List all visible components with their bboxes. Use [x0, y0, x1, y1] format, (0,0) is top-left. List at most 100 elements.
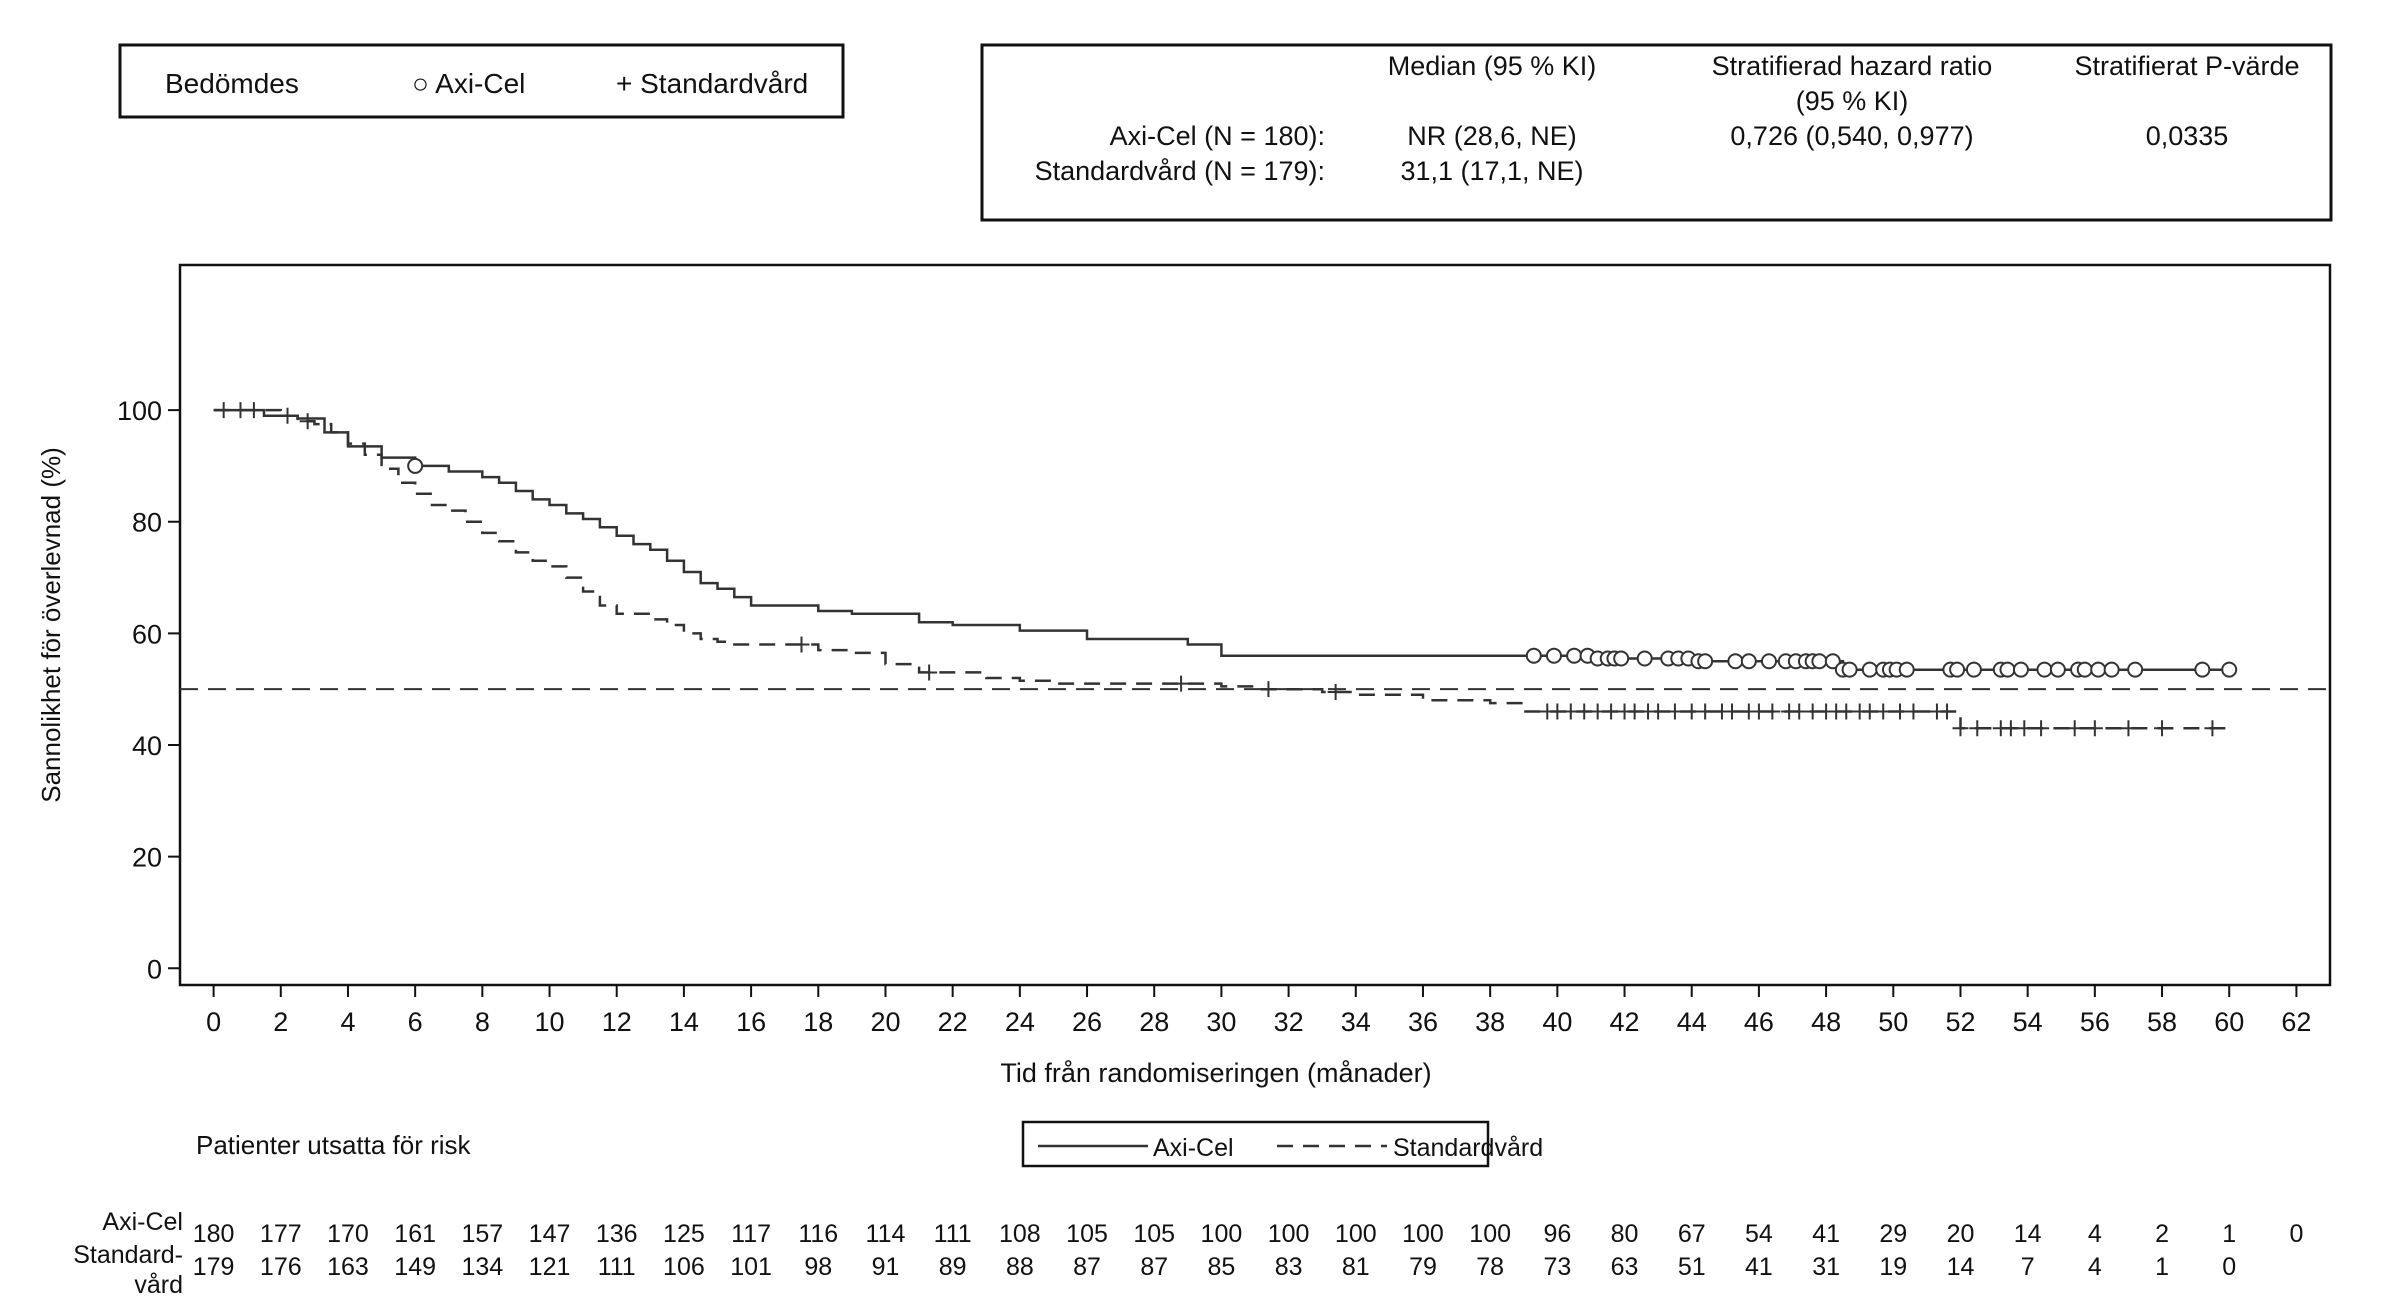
risk-value: 111 — [598, 1253, 636, 1281]
x-tick-label: 10 — [535, 1007, 565, 1037]
risk-value: 147 — [529, 1220, 571, 1248]
risk-value: 73 — [1543, 1253, 1571, 1281]
stats-row-standard-label: Standardvård (N = 179): — [1035, 156, 1325, 186]
risk-value: 98 — [804, 1253, 832, 1281]
x-tick-label: 32 — [1274, 1007, 1304, 1037]
standard-censor-mark — [2154, 720, 2171, 737]
standard-censor-mark — [1861, 703, 1878, 720]
risk-value: 101 — [730, 1253, 772, 1281]
axicel-censor-mark — [2127, 661, 2144, 678]
standard-censor-mark — [232, 402, 249, 419]
axicel-censor-mark — [1824, 653, 1841, 670]
standard-censor-mark — [1697, 703, 1714, 720]
stats-table-frame — [980, 43, 2333, 222]
standard-censor-mark — [1666, 703, 1683, 720]
risk-value: 51 — [1678, 1253, 1706, 1281]
x-tick-label: 22 — [938, 1007, 968, 1037]
x-tick-label: 34 — [1341, 1007, 1371, 1037]
risk-value: 136 — [596, 1220, 638, 1248]
x-tick-label: 30 — [1206, 1007, 1236, 1037]
axicel-censor-mark — [1811, 653, 1828, 670]
risk-value: 0 — [2222, 1253, 2236, 1281]
axicel-censor-mark — [1760, 653, 1777, 670]
standard-censor-mark — [1603, 703, 1620, 720]
risk-row-label: Axi-Cel — [102, 1208, 183, 1236]
axicel-censor-mark — [1740, 653, 1757, 670]
curve-legend-frame — [1021, 1120, 1490, 1168]
risk-value: 100 — [1268, 1220, 1310, 1248]
standard-censor-mark — [921, 664, 938, 681]
censor-marks — [215, 402, 2238, 737]
stats-header-p: Stratifierat P-värde — [2074, 51, 2299, 81]
axicel-curve — [213, 408, 2230, 671]
axicel-censor-mark — [1727, 653, 1744, 670]
standard-censor-mark — [2086, 720, 2103, 737]
risk-value: 41 — [1812, 1220, 1840, 1248]
risk-value: 87 — [1140, 1253, 1168, 1281]
x-tick-label: 2 — [273, 1007, 288, 1037]
axicel-censor-mark — [2012, 661, 2029, 678]
risk-value: 20 — [1947, 1220, 1975, 1248]
risk-value: 105 — [1133, 1220, 1175, 1248]
x-tick-label: 42 — [1610, 1007, 1640, 1037]
axicel-censor-mark — [2049, 661, 2066, 678]
standard-censor-mark — [2120, 720, 2137, 737]
standard-censor-mark — [1650, 703, 1667, 720]
standard-censor-mark — [1838, 703, 1855, 720]
stats-header-median: Median (95 % KI) — [1388, 51, 1597, 81]
risk-value: 31 — [1812, 1253, 1840, 1281]
risk-value: 96 — [1543, 1220, 1571, 1248]
risk-value: 87 — [1073, 1253, 1101, 1281]
axicel-censor-mark — [1999, 661, 2016, 678]
standard-censor-mark — [2002, 720, 2019, 737]
risk-table: Axi-Cel 180 177 170 161 157 147 136 125 117 116 114… — [73, 1208, 2303, 1297]
x-tick-label: 60 — [2214, 1007, 2244, 1037]
risk-value: 163 — [327, 1253, 369, 1281]
risk-value: 41 — [1745, 1253, 1773, 1281]
risk-value: 125 — [663, 1220, 705, 1248]
risk-value: 91 — [872, 1253, 900, 1281]
standard-censor-mark — [1260, 681, 1277, 698]
risk-row-label: vård — [134, 1271, 183, 1297]
legend-box-title: Bedömdes — [165, 68, 299, 99]
standard-censor-mark — [1750, 703, 1767, 720]
axicel-censor-mark — [1636, 650, 1653, 667]
y-tick-label: 40 — [132, 731, 162, 761]
risk-value: 149 — [394, 1253, 436, 1281]
axicel-censor-mark — [1697, 653, 1714, 670]
x-tick-label: 26 — [1072, 1007, 1102, 1037]
legend-box: Bedömdes ○ Axi-Cel + Standardvård — [118, 43, 845, 119]
risk-value: 114 — [866, 1220, 906, 1248]
standard-censor-mark — [1576, 703, 1593, 720]
risk-value: 105 — [1066, 1220, 1108, 1248]
x-tick-label: 52 — [1945, 1007, 1975, 1037]
standard-censor-mark — [2066, 720, 2083, 737]
risk-value: 0 — [2289, 1220, 2303, 1248]
standard-censor-mark — [1804, 703, 1821, 720]
x-tick-label: 20 — [870, 1007, 900, 1037]
curve-legend-axicel-label: Axi-Cel — [1153, 1134, 1234, 1162]
standard-censor-mark — [1969, 720, 1986, 737]
x-tick-label: 14 — [669, 1007, 699, 1037]
x-tick-label: 0 — [206, 1007, 221, 1037]
risk-value: 89 — [939, 1253, 967, 1281]
standard-censor-mark — [1724, 703, 1741, 720]
risk-value: 7 — [2021, 1253, 2035, 1281]
x-tick-label: 24 — [1005, 1007, 1035, 1037]
y-tick-label: 20 — [132, 843, 162, 873]
y-tick-label: 80 — [132, 508, 162, 538]
standard-censor-mark — [2033, 720, 2050, 737]
stats-header-hr-ci: (95 % KI) — [1796, 86, 1909, 116]
standard-censor-mark — [1327, 683, 1344, 700]
x-tick-label: 38 — [1475, 1007, 1505, 1037]
standard-censor-mark — [1173, 675, 1190, 692]
risk-value: 106 — [663, 1253, 705, 1281]
risk-value: 79 — [1409, 1253, 1437, 1281]
risk-value: 83 — [1275, 1253, 1303, 1281]
risk-value: 2 — [2155, 1220, 2169, 1248]
risk-value: 78 — [1476, 1253, 1504, 1281]
risk-value: 29 — [1879, 1220, 1907, 1248]
axicel-censor-mark — [2076, 661, 2093, 678]
y-tick-label: 100 — [117, 396, 162, 426]
y-tick-label: 60 — [132, 619, 162, 649]
